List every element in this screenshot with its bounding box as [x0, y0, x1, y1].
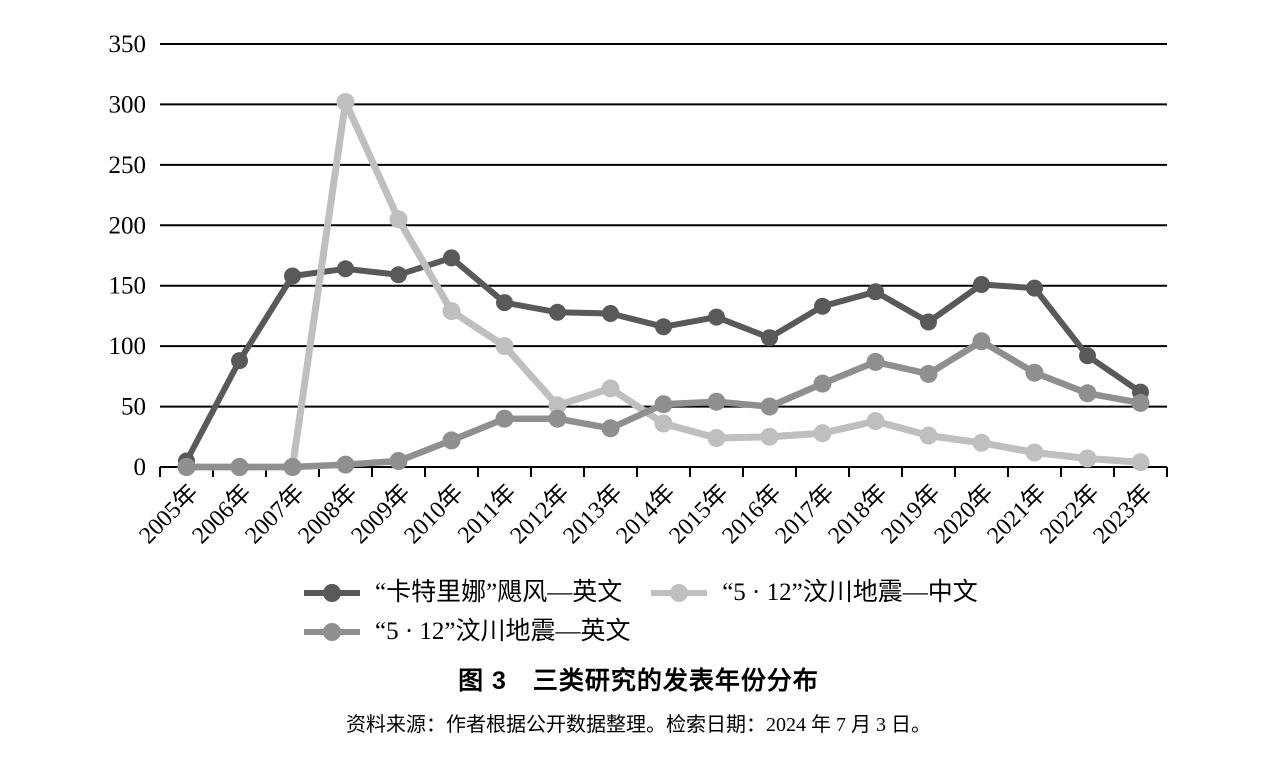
x-axis-tick-label: 2014年 — [611, 479, 681, 549]
x-axis-tick-label: 2015年 — [664, 479, 734, 549]
series-marker-2 — [283, 458, 302, 476]
series-marker-1 — [972, 433, 991, 452]
x-axis-tick-label: 2011年 — [452, 479, 521, 548]
series-marker-1 — [866, 412, 885, 431]
series-marker-1 — [389, 210, 408, 229]
series-marker-1 — [813, 424, 832, 443]
series-marker-0 — [337, 260, 354, 278]
line-marker-icon — [304, 584, 360, 602]
series-marker-0 — [549, 303, 566, 321]
series-marker-2 — [760, 397, 779, 416]
series-marker-1 — [707, 429, 726, 447]
series-marker-1 — [548, 396, 567, 415]
series-marker-0 — [920, 313, 937, 331]
series-marker-2 — [177, 458, 196, 476]
series-marker-0 — [1079, 347, 1096, 365]
x-axis-tick-label: 2008年 — [293, 479, 363, 549]
line-marker-icon — [651, 584, 708, 602]
x-axis-tick-label: 2013年 — [558, 479, 628, 549]
x-axis-tick-label: 2022年 — [1035, 479, 1105, 549]
line-marker-icon — [304, 623, 360, 641]
x-axis-tick-label: 2017年 — [770, 479, 840, 549]
series-marker-2 — [230, 458, 249, 476]
series-marker-1 — [495, 337, 514, 356]
series-marker-1 — [1131, 453, 1150, 472]
series-marker-0 — [761, 329, 778, 347]
line-chart: 0 50 100 150 200 250 300 350 2005年2006年2007年2008… — [109, 31, 1168, 549]
series-marker-0 — [655, 318, 672, 336]
series-marker-2 — [336, 455, 355, 474]
figure-caption: 图 3 三类研究的发表年份分布 — [458, 667, 819, 695]
series-marker-2 — [495, 409, 514, 428]
series-marker-0 — [602, 305, 619, 322]
x-axis-tick-label: 2009年 — [346, 479, 416, 549]
legend-label-katrina-english: “卡特里娜”飓风—英文 — [375, 579, 623, 606]
y-axis-tick-label: 0 — [134, 454, 147, 481]
x-axis-tick-label: 2018年 — [823, 479, 893, 549]
series-marker-0 — [496, 294, 513, 312]
series-marker-0 — [284, 267, 301, 285]
series-marker-2 — [919, 364, 938, 383]
legend-label-wenchuan-english: “5 · 12”汶川地震—英文 — [375, 618, 631, 645]
series-marker-1 — [1078, 449, 1097, 468]
legend-item-wenchuan-english: “5 · 12”汶川地震—英文 — [303, 617, 631, 647]
legend-item-wenchuan-chinese: “5 · 12”汶川地震—中文 — [650, 578, 978, 608]
series-marker-1 — [760, 427, 779, 446]
y-axis-tick-label: 350 — [109, 31, 147, 58]
series-marker-1 — [1025, 443, 1044, 462]
y-axis-tick-label: 250 — [109, 152, 147, 179]
series-marker-0 — [390, 266, 407, 284]
x-axis-tick-label: 2006年 — [187, 479, 257, 549]
legend-row-1: “卡特里娜”飓风—英文 “5 · 12”汶川地震—中文 — [303, 578, 978, 608]
series-marker-1 — [601, 379, 620, 398]
y-axis-tick-label: 300 — [109, 91, 147, 118]
chart-legend: “卡特里娜”飓风—英文 “5 · 12”汶川地震—中文 “5 · 12”汶川地震… — [303, 578, 978, 647]
source-note: 资料来源：作者根据公开数据整理。检索日期：2024 年 7 月 3 日。 — [346, 714, 931, 736]
series-marker-2 — [1078, 384, 1097, 403]
series-marker-0 — [973, 276, 990, 293]
series-marker-2 — [601, 419, 620, 438]
x-axis-tick-label: 2016年 — [717, 479, 787, 549]
x-axis-tick-label: 2012年 — [505, 479, 575, 549]
series-marker-2 — [866, 352, 885, 371]
series-marker-0 — [231, 352, 248, 370]
series-marker-0 — [814, 297, 831, 315]
y-axis-tick-label: 150 — [109, 273, 147, 300]
series-marker-0 — [708, 308, 725, 326]
x-axis-tick-label: 2010年 — [399, 479, 469, 549]
series-marker-1 — [336, 93, 355, 111]
series-marker-2 — [972, 332, 991, 351]
x-axis-tick-label: 2023年 — [1088, 479, 1158, 549]
series-marker-1 — [442, 302, 461, 321]
y-axis-tick-label: 50 — [121, 394, 146, 421]
x-axis-tick-label: 2007年 — [240, 479, 310, 549]
x-axis-tick-label: 2005年 — [134, 479, 204, 549]
series-marker-0 — [1026, 279, 1043, 297]
series-marker-2 — [442, 431, 461, 450]
series-marker-0 — [867, 283, 884, 301]
x-axis-tick-label: 2019年 — [876, 479, 946, 549]
series-marker-1 — [919, 426, 938, 445]
series-marker-2 — [1131, 393, 1150, 412]
series-marker-0 — [443, 249, 460, 267]
y-axis-tick-label: 100 — [109, 333, 147, 360]
legend-item-katrina-english: “卡特里娜”飓风—英文 — [303, 578, 622, 608]
series-marker-2 — [654, 395, 673, 414]
series-marker-2 — [389, 452, 408, 470]
x-axis-tick-label: 2021年 — [982, 479, 1052, 549]
legend-label-wenchuan-chinese: “5 · 12”汶川地震—中文 — [722, 579, 978, 606]
legend-row-2: “5 · 12”汶川地震—英文 — [303, 617, 978, 647]
series-marker-1 — [654, 414, 673, 433]
series-marker-2 — [1025, 363, 1044, 382]
series-marker-2 — [707, 392, 726, 411]
x-axis-tick-label: 2020年 — [929, 479, 999, 549]
series-marker-2 — [813, 374, 832, 393]
series-marker-2 — [548, 409, 567, 428]
y-axis-tick-label: 200 — [109, 212, 147, 239]
